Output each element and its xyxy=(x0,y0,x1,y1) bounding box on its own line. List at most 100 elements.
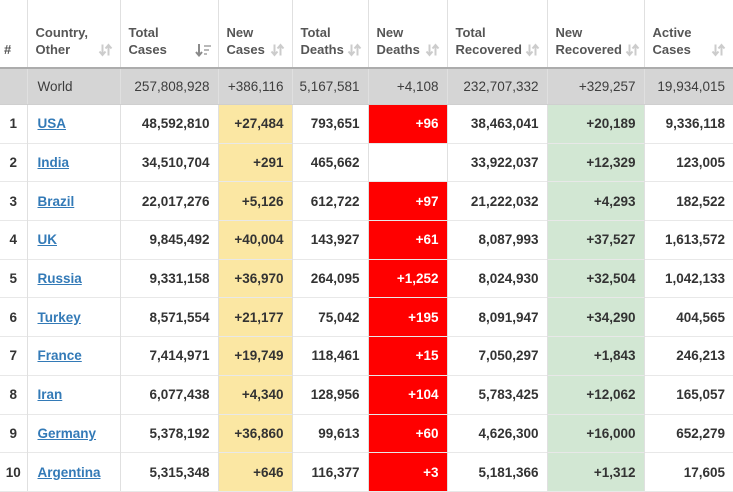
cell-new-cases: +21,177 xyxy=(217,297,292,337)
cell-new-cases: +646 xyxy=(217,452,292,492)
cell-new-recovered: +16,000 xyxy=(546,413,644,453)
sort-both-icon xyxy=(270,42,284,57)
cell-rank: 6 xyxy=(0,297,27,337)
country-link[interactable]: France xyxy=(37,348,82,364)
cell-country: Iran xyxy=(26,374,120,414)
sort-both-icon xyxy=(425,42,439,57)
cell-new-cases: +36,970 xyxy=(217,258,292,298)
cell-total-cases: 6,077,438 xyxy=(119,374,218,414)
column-header-line2: Cases xyxy=(652,42,691,57)
cell-new-deaths: +104 xyxy=(367,374,447,414)
cell-new-cases: +291 xyxy=(217,142,292,182)
cell-country: Brazil xyxy=(26,181,120,221)
cell-rank xyxy=(0,67,27,105)
column-header-line2: Recovered xyxy=(555,42,622,57)
cell-total-recovered: 232,707,332 xyxy=(446,67,547,105)
cell-total-cases: 9,331,158 xyxy=(119,258,218,298)
cell-new-recovered: +1,312 xyxy=(546,452,644,492)
cell-new-recovered: +329,257 xyxy=(546,67,644,105)
cell-new-deaths xyxy=(367,142,447,182)
cell-country: UK xyxy=(26,220,120,260)
cell-total-deaths: 793,651 xyxy=(291,104,368,144)
cell-new-cases: +386,116 xyxy=(217,67,292,105)
world-label: World xyxy=(26,67,120,105)
cell-total-recovered: 33,922,037 xyxy=(446,142,547,182)
cell-new-recovered: +12,062 xyxy=(546,374,644,414)
cell-country: Argentina xyxy=(26,452,120,492)
cell-rank: 8 xyxy=(0,374,27,414)
cell-active-cases: 9,336,118 xyxy=(643,104,733,144)
cell-active-cases: 652,279 xyxy=(643,413,733,453)
cell-active-cases: 17,605 xyxy=(643,452,733,492)
cell-total-deaths: 143,927 xyxy=(291,220,368,260)
cell-total-recovered: 7,050,297 xyxy=(446,336,547,376)
country-link[interactable]: Germany xyxy=(37,425,97,441)
cell-total-cases: 34,510,704 xyxy=(119,142,218,182)
sort-both-icon xyxy=(525,42,540,57)
cell-total-deaths: 75,042 xyxy=(291,297,368,337)
country-link[interactable]: Iran xyxy=(37,387,63,403)
cell-rank: 2 xyxy=(0,142,27,182)
country-link[interactable]: Russia xyxy=(37,271,82,287)
column-header-line1: New xyxy=(555,25,583,40)
cell-new-recovered: +4,293 xyxy=(546,181,644,221)
cell-total-cases: 8,571,554 xyxy=(119,297,218,337)
cell-new-recovered: +32,504 xyxy=(546,258,644,298)
cell-total-deaths: 128,956 xyxy=(291,374,368,414)
column-header-country[interactable]: Country, Other xyxy=(26,0,120,68)
cell-active-cases: 19,934,015 xyxy=(643,67,733,105)
country-link[interactable]: UK xyxy=(37,232,58,248)
world-row: World 257,808,928 +386,116 5,167,581 +4,108 2… xyxy=(0,67,733,105)
cell-total-deaths: 264,095 xyxy=(291,258,368,298)
cell-total-recovered: 5,181,366 xyxy=(446,452,547,492)
table-row: 8 Iran 6,077,438 +4,340 128,956 +104 5,783,425… xyxy=(0,374,733,414)
column-header-active-cases[interactable]: Active Cases xyxy=(643,0,733,68)
country-link[interactable]: USA xyxy=(37,116,67,132)
table-row: 9 Germany 5,378,192 +36,860 99,613 +60 4,626,3… xyxy=(0,413,733,453)
country-link[interactable]: Brazil xyxy=(37,193,75,209)
country-link[interactable]: Turkey xyxy=(37,309,81,325)
column-header-new-deaths[interactable]: New Deaths xyxy=(367,0,447,68)
cell-total-recovered: 8,087,993 xyxy=(446,220,547,260)
cell-rank: 4 xyxy=(0,220,27,260)
table-row: 5 Russia 9,331,158 +36,970 264,095 +1,252 8,02… xyxy=(0,258,733,298)
cell-rank: 3 xyxy=(0,181,27,221)
cell-new-cases: +19,749 xyxy=(217,336,292,376)
column-header-line1: New xyxy=(226,25,254,40)
table-header: # Country, Other Total Cases New Cases Total Dea… xyxy=(0,0,733,68)
cell-country: India xyxy=(26,142,120,182)
cell-active-cases: 165,057 xyxy=(643,374,733,414)
cell-new-recovered: +37,527 xyxy=(546,220,644,260)
cell-new-cases: +4,340 xyxy=(217,374,292,414)
country-link[interactable]: India xyxy=(37,155,70,171)
cell-total-cases: 22,017,276 xyxy=(119,181,218,221)
sort-both-icon xyxy=(98,42,112,57)
cell-country: Germany xyxy=(26,413,120,453)
table-row: 3 Brazil 22,017,276 +5,126 612,722 +97 21,222,… xyxy=(0,181,733,221)
cell-rank: 5 xyxy=(0,258,27,298)
column-header-new-cases[interactable]: New Cases xyxy=(217,0,292,68)
column-header-line2: Deaths xyxy=(300,42,344,57)
cell-rank: 10 xyxy=(0,452,27,492)
cell-country: Turkey xyxy=(26,297,120,337)
country-link[interactable]: Argentina xyxy=(37,464,101,480)
cell-new-deaths: +97 xyxy=(367,181,447,221)
column-header-total-deaths[interactable]: Total Deaths xyxy=(291,0,368,68)
column-header-line1: Total xyxy=(300,25,331,40)
cell-new-deaths: +1,252 xyxy=(367,258,447,298)
table-row: 2 India 34,510,704 +291 465,662 33,922,037 +12… xyxy=(0,142,733,182)
cell-new-cases: +27,484 xyxy=(217,104,292,144)
column-header-total-cases[interactable]: Total Cases xyxy=(119,0,218,68)
column-header-total-recovered[interactable]: Total Recovered xyxy=(446,0,547,68)
cell-new-recovered: +1,843 xyxy=(546,336,644,376)
cell-active-cases: 1,042,133 xyxy=(643,258,733,298)
column-header-new-recovered[interactable]: New Recovered xyxy=(546,0,644,68)
cell-total-deaths: 118,461 xyxy=(291,336,368,376)
sort-both-icon xyxy=(347,42,362,57)
cell-total-cases: 9,845,492 xyxy=(119,220,218,260)
cell-total-deaths: 5,167,581 xyxy=(291,67,368,105)
cell-new-deaths: +4,108 xyxy=(367,67,447,105)
cell-new-recovered: +34,290 xyxy=(546,297,644,337)
cell-active-cases: 246,213 xyxy=(643,336,733,376)
cell-total-cases: 5,315,348 xyxy=(119,452,218,492)
